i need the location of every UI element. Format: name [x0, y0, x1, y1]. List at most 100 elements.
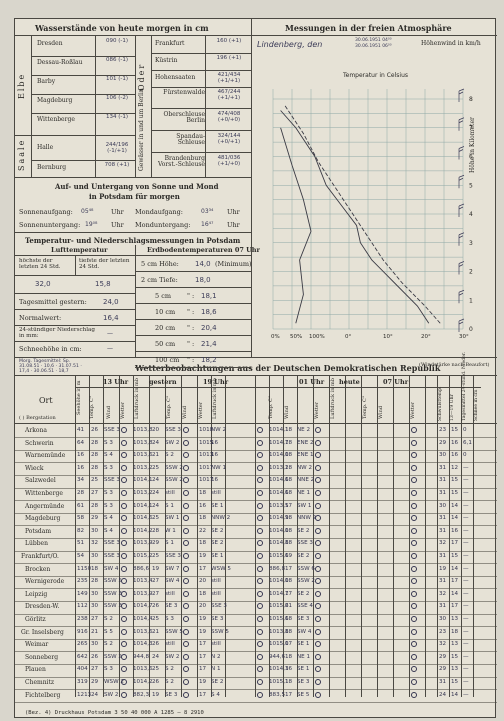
table-cell: SW 2: [104, 691, 119, 698]
table-row-line: [15, 701, 497, 703]
weather-symbol-icon: [183, 616, 189, 622]
soil-depth-label: 50 cm: [155, 340, 176, 348]
table-cell: SE 2: [297, 553, 310, 559]
weather-symbol-icon: [183, 502, 189, 509]
divider: [15, 177, 251, 178]
table-cell: 17: [285, 590, 293, 597]
table-column-divider: [225, 375, 226, 697]
table-cell: S 3: [165, 616, 174, 622]
table-cell: S 2: [104, 641, 113, 648]
soil-value: 14,0: [195, 260, 211, 268]
table-cell: 19: [199, 628, 207, 635]
table-cell: 28: [91, 452, 99, 459]
table-cell: SW 4: [297, 628, 312, 635]
table-cell: SE 3: [297, 679, 310, 685]
temperature-series-line: [280, 127, 312, 324]
weather-symbol-icon: [315, 578, 321, 585]
table-cell: 30: [91, 590, 99, 597]
elbe-station-value: 106 (-2): [105, 95, 129, 101]
elbe-station-value: 090 (-1): [105, 38, 129, 44]
soil-degree-mark: " :: [187, 356, 195, 364]
weather-symbol-icon: [411, 553, 417, 559]
weather-symbol-icon: [183, 653, 189, 660]
divider: [151, 108, 251, 109]
atmo-chart: Temperatur in Celsius 0° 10° 20° 30°0% 50% 10…: [271, 72, 473, 339]
table-cell: 1017: [199, 464, 214, 471]
oder-station-name: Frankfurt: [155, 40, 185, 47]
station-name: Wieck: [25, 464, 44, 472]
weather-symbol-icon: [257, 464, 263, 471]
gestern-value: 24,0: [103, 298, 119, 306]
elbe-station-value: 134 (-1): [105, 114, 129, 120]
divider: [135, 351, 251, 352]
weather-symbol-icon: [183, 439, 189, 446]
weather-symbol-icon: [411, 464, 417, 471]
table-row-line: [15, 651, 497, 653]
table-row-line: [15, 588, 497, 590]
weather-symbol-icon: [121, 527, 127, 534]
table-cell: SE 1: [211, 553, 224, 559]
soil-depth-label: 5 cm Höhe:: [141, 260, 179, 268]
weather-symbol-icon: [411, 490, 417, 496]
table-cell: 1014,3: [133, 641, 153, 648]
table-cell: 1013,2: [133, 464, 153, 471]
station-name: Görlitz: [25, 616, 46, 623]
soil-value: 21,4: [201, 340, 217, 348]
divider: [15, 275, 135, 276]
table-column-divider: [103, 375, 104, 697]
weather-symbol-icon: [315, 603, 321, 610]
table-cell: 51: [77, 540, 85, 547]
table-cell: SE 2: [211, 540, 224, 547]
table-cell: 21: [91, 628, 99, 635]
weather-symbol-icon: [257, 628, 263, 635]
table-cell: —: [463, 679, 469, 685]
divider: [15, 375, 497, 376]
luft-header: Lufttemperatur: [51, 246, 108, 254]
divider: [151, 152, 251, 153]
weather-symbol-icon: [183, 540, 189, 547]
table-cell: 1014,1: [269, 427, 289, 433]
divider: [135, 271, 251, 272]
weather-symbol-icon: [257, 490, 263, 496]
table-cell: 1013,8: [269, 628, 289, 635]
wind-title: Höhenwind in km/h: [421, 40, 481, 47]
table-cell: 15: [451, 553, 459, 559]
low-label: tiefste der letzten 24 Std.: [79, 258, 130, 270]
table-cell: still: [165, 490, 175, 496]
table-cell: SW 1: [165, 515, 180, 522]
weather-symbol-icon: [257, 553, 263, 559]
table-cell: SSW 2: [297, 578, 315, 585]
table-cell: 18: [285, 427, 293, 433]
temperature-series-line: [280, 110, 430, 324]
weather-symbol-icon: [257, 666, 263, 673]
table-cell: 32: [439, 590, 447, 597]
saale-station-value: 708 (+1): [104, 162, 130, 168]
y-tick-label: 3: [469, 240, 473, 247]
table-cell: 31: [439, 515, 447, 522]
table-cell: —: [463, 477, 469, 484]
soil-degree-mark: " :: [187, 340, 195, 348]
table-cell: 16: [77, 452, 85, 459]
table-cell: 642: [77, 653, 88, 660]
table-cell: 319: [77, 679, 88, 685]
weather-symbol-icon: [257, 515, 263, 522]
weather-symbol-icon: [183, 666, 189, 673]
berlin-station-name: Brandenburg Vorst.-Schleuse: [158, 155, 205, 168]
wind-barb-icon: [458, 146, 465, 160]
table-cell: 18: [285, 452, 293, 459]
table-cell: 6,1: [463, 439, 472, 446]
station-name: Fichtelberg: [25, 691, 61, 699]
table-cell: 27: [152, 578, 160, 585]
soil-value: 18,1: [201, 292, 217, 300]
weather-symbol-icon: [121, 565, 127, 572]
table-cell: 1013: [199, 452, 214, 459]
divider: [135, 367, 251, 368]
table-cell: 18: [285, 616, 293, 622]
table-cell: 18: [285, 464, 293, 471]
divider: [95, 35, 96, 135]
table-cell: S 3: [104, 666, 113, 673]
table-cell: 1013,8: [133, 439, 153, 446]
table-cell: SSE 3: [297, 540, 313, 547]
table-cell: 916: [77, 628, 88, 635]
table-cell: —: [463, 527, 469, 534]
